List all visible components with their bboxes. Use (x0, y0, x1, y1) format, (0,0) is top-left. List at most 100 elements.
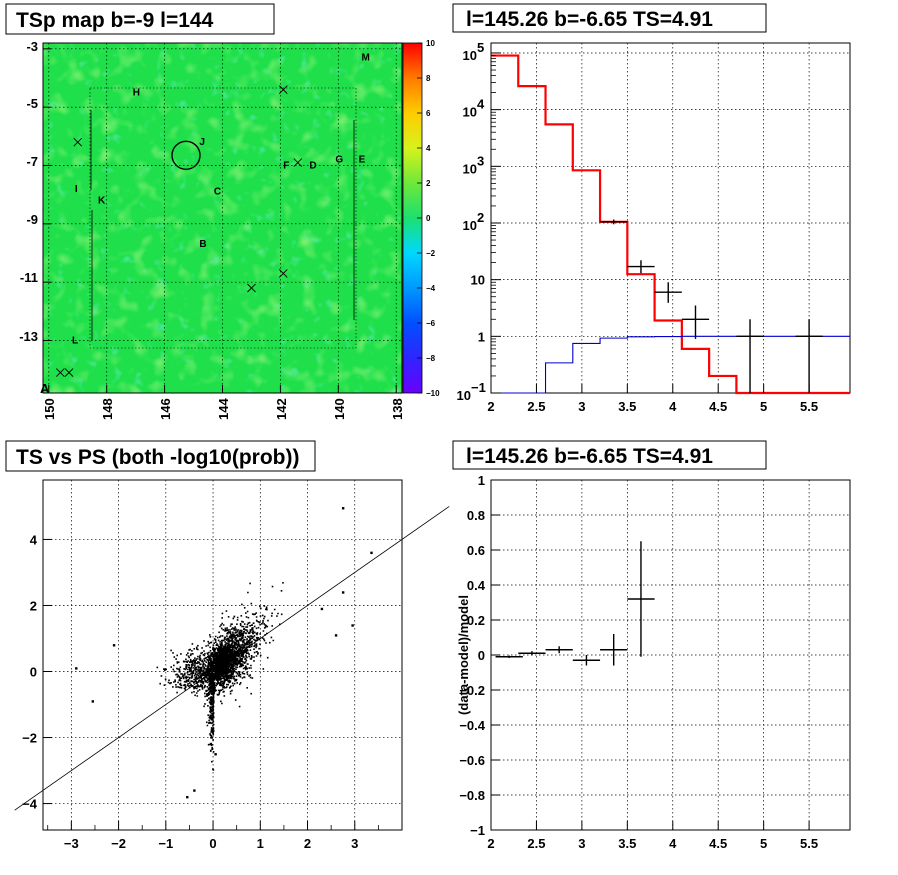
residual-x-tick-label: 2.5 (527, 836, 545, 851)
scatter-point (91, 700, 94, 703)
spectrum-y-tick-exponent: −1 (471, 380, 486, 395)
tsmap-x-tick: 150 (42, 398, 57, 420)
tsmap-target-circle (171, 140, 201, 170)
tsmap-source-label: L (72, 335, 78, 346)
spectrum-model-step (491, 335, 850, 394)
scatter-point (193, 789, 196, 792)
tsmap-roi-box (89, 87, 357, 349)
spectrum-y-tick-exponent: 2 (477, 210, 484, 225)
tsmap-y-tick: -11 (20, 270, 38, 285)
tsmap-source-label: D (309, 160, 316, 171)
scatter-point (341, 591, 345, 594)
tsmap-cross-marker (278, 269, 288, 278)
tsmap-source-label: I (75, 184, 78, 195)
spectrum-x-tick-label: 4.5 (709, 399, 727, 414)
residual-x-tick-label: 3 (578, 836, 585, 851)
spectrum-y-tick-label: 10 (463, 105, 477, 120)
scatter-y-tick-label: 0 (30, 665, 37, 680)
residual-y-tick-label: 0.8 (467, 508, 485, 523)
residual-x-axis: 2 2.5 3 3.5 4 4.5 5 5.5 (487, 821, 818, 851)
scatter-point (370, 551, 373, 555)
tsmap-cross-marker (64, 368, 74, 377)
tsmap-source-label: M (361, 53, 369, 64)
residual-y-axis: 1 0.8 0.6 0.4 0.2 0 −0.2 −0.4 −0.6 −0.8 −1 (459, 473, 500, 838)
residual-y-tick-label: 0.2 (467, 613, 485, 628)
tsmap-cross-marker (278, 85, 288, 94)
spectrum-x-tick-label: 4 (669, 399, 677, 414)
scatter-y-tick-label: 4 (30, 532, 38, 547)
spectrum-y-tick-label: 1 (478, 329, 485, 344)
tsmap-x-tick: 144 (216, 398, 231, 420)
residual-panel: l=145.26 b=-6.65 TS=4.91 2 2.5 3 3.5 4 4.5 5 5.… (452, 440, 851, 851)
tsmap-x-tick: 148 (100, 398, 115, 420)
spectrum-title-box (452, 3, 767, 33)
scatter-x-tick-label: −2 (111, 836, 126, 851)
tsmap-cross-marker (73, 137, 83, 147)
scatter-marks (14, 506, 450, 811)
spectrum-marks (491, 54, 850, 395)
residual-y-tick-label: 0.4 (467, 578, 486, 593)
tsmap-x-tick: 140 (332, 398, 347, 420)
tsmap-y-tick: -9 (26, 212, 38, 227)
tsmap-roi-edges (90, 110, 355, 340)
tsmap-x-tick: 146 (158, 398, 173, 420)
spectrum-panel: l=145.26 b=-6.65 TS=4.91 2 2.5 3 3.5 4 4.5 5 5.… (452, 3, 851, 414)
scatter-point (341, 507, 345, 510)
residual-y-tick-label: −0.4 (459, 718, 485, 733)
scatter-point (334, 634, 338, 637)
residual-x-tick-label: 5.5 (800, 836, 818, 851)
spectrum-y-tick-label: 10 (463, 161, 477, 176)
scatter-x-tick-label: 3 (351, 836, 358, 851)
tsmap-source-label: J (199, 137, 205, 148)
scatter-point (214, 753, 217, 756)
scatter-point (320, 607, 324, 611)
residual-grid (490, 479, 850, 831)
tsmap-cross-marker (247, 283, 256, 293)
residual-y-tick-label: 0 (478, 648, 485, 663)
spectrum-y-tick-label: 10 (463, 48, 477, 63)
colorbar-tick-label: −4 (426, 284, 436, 293)
residual-x-tick-label: 3.5 (618, 836, 636, 851)
scatter-y-tick-label: −4 (22, 797, 38, 812)
tsmap-source-label: C (214, 187, 221, 198)
residual-y-tick-label: −0.8 (459, 788, 485, 803)
scatter-y-axis: 4 2 0 −2 −4 (22, 532, 52, 812)
colorbar-tick-label: 10 (426, 39, 435, 48)
spectrum-title: l=145.26 b=-6.65 TS=4.91 (466, 8, 713, 31)
spectrum-x-tick-label: 2.5 (527, 399, 545, 414)
tsmap-panel: TSp map b=-9 l=144 M H J F D G E I K C B L A 150 14… (5, 3, 440, 420)
spectrum-y-tick-label: 10 (471, 273, 485, 288)
scatter-x-tick-label: −3 (64, 836, 79, 851)
tsmap-source-label: B (199, 239, 206, 250)
scatter-x-tick-label: 2 (304, 836, 311, 851)
colorbar-tick-label: −10 (426, 389, 440, 398)
tsmap-y-tick: -13 (19, 329, 38, 344)
scatter-x-tick-label: −1 (158, 836, 173, 851)
colorbar-tick-label: 8 (426, 74, 431, 83)
residual-y-tick-label: 1 (478, 473, 485, 488)
spectrum-x-tick-label: 3 (578, 399, 585, 414)
spectrum-x-axis: 2 2.5 3 3.5 4 4.5 5 5.5 (487, 384, 818, 414)
tsmap-marks: M H J F D G E I K C B L (43, 48, 397, 393)
residual-title-box (452, 440, 767, 470)
residual-y-axis-label: (data-model)/model (456, 595, 471, 715)
spectrum-y-tick-label: 10 (457, 388, 471, 403)
residual-title: l=145.26 b=-6.65 TS=4.91 (466, 445, 713, 468)
tsmap-title: TSp map b=-9 l=144 (16, 9, 214, 32)
scatter-x-axis: −3 −2 −1 0 1 2 3 (47, 821, 379, 851)
spectrum-x-tick-label: 5.5 (800, 399, 818, 414)
spectrum-x-tick-label: 2 (487, 399, 494, 414)
scatter-point (351, 624, 354, 627)
tsmap-y-tick: -5 (26, 96, 38, 111)
tsmap-x-tick: 142 (274, 398, 289, 420)
tsmap-title-box (5, 3, 275, 35)
scatter-reference-line (14, 506, 450, 811)
spectrum-x-tick-label: 3.5 (618, 399, 636, 414)
tsmap-x-axis: 150 148 146 144 142 140 138 (42, 398, 405, 420)
scatter-title-box (5, 440, 316, 472)
residual-y-tick-label: −0.6 (459, 753, 485, 768)
colorbar-tick-label: −8 (426, 354, 436, 363)
tsmap-cross-marker (56, 368, 65, 377)
residual-x-tick-label: 4 (669, 836, 677, 851)
